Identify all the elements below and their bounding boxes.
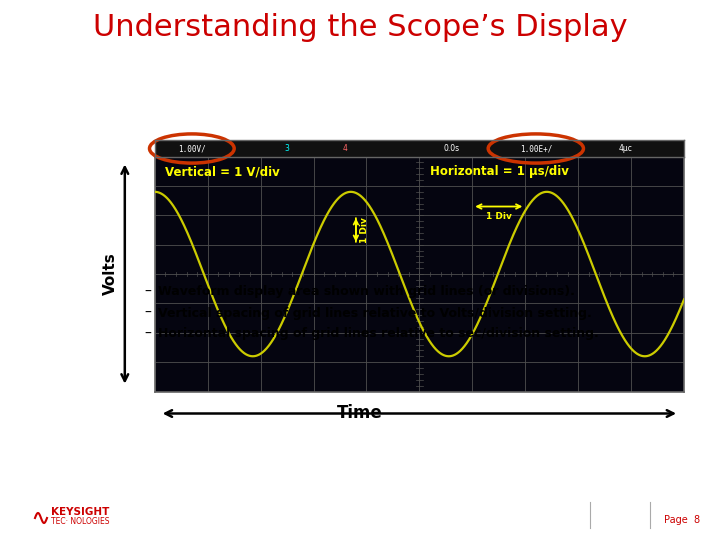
Text: –: – xyxy=(145,306,151,320)
Text: Time: Time xyxy=(337,404,383,422)
Text: 1.00E+/: 1.00E+/ xyxy=(520,144,552,153)
Text: –: – xyxy=(145,327,151,341)
Text: KEYSIGHT: KEYSIGHT xyxy=(51,507,109,517)
Text: 1 Div: 1 Div xyxy=(486,212,512,221)
Text: Vertical spacing of grid lines relative to Volts/division setting.: Vertical spacing of grid lines relative … xyxy=(158,307,592,320)
Text: –: – xyxy=(145,285,151,299)
Text: 0.0s: 0.0s xyxy=(443,144,459,153)
Text: 1.00V/: 1.00V/ xyxy=(178,144,206,153)
Text: Waveform display area shown with grid lines (or divisions).: Waveform display area shown with grid li… xyxy=(158,286,575,299)
Text: Horizontal = 1 µs/div: Horizontal = 1 µs/div xyxy=(430,165,569,178)
Text: Vertical = 1 V/div: Vertical = 1 V/div xyxy=(165,165,279,178)
Text: Understanding the Scope’s Display: Understanding the Scope’s Display xyxy=(93,14,627,43)
Text: Page  8: Page 8 xyxy=(664,515,700,525)
Text: Volts: Volts xyxy=(103,253,118,295)
Text: 3: 3 xyxy=(284,144,289,153)
Text: Horizontal spacing of grid lines relative to sec/division setting.: Horizontal spacing of grid lines relativ… xyxy=(158,327,599,341)
Text: 1 Div: 1 Div xyxy=(360,217,369,243)
Text: 4: 4 xyxy=(343,144,348,153)
Text: 4µc: 4µc xyxy=(619,144,633,153)
Text: TEC· NOLOGIES: TEC· NOLOGIES xyxy=(51,517,109,526)
